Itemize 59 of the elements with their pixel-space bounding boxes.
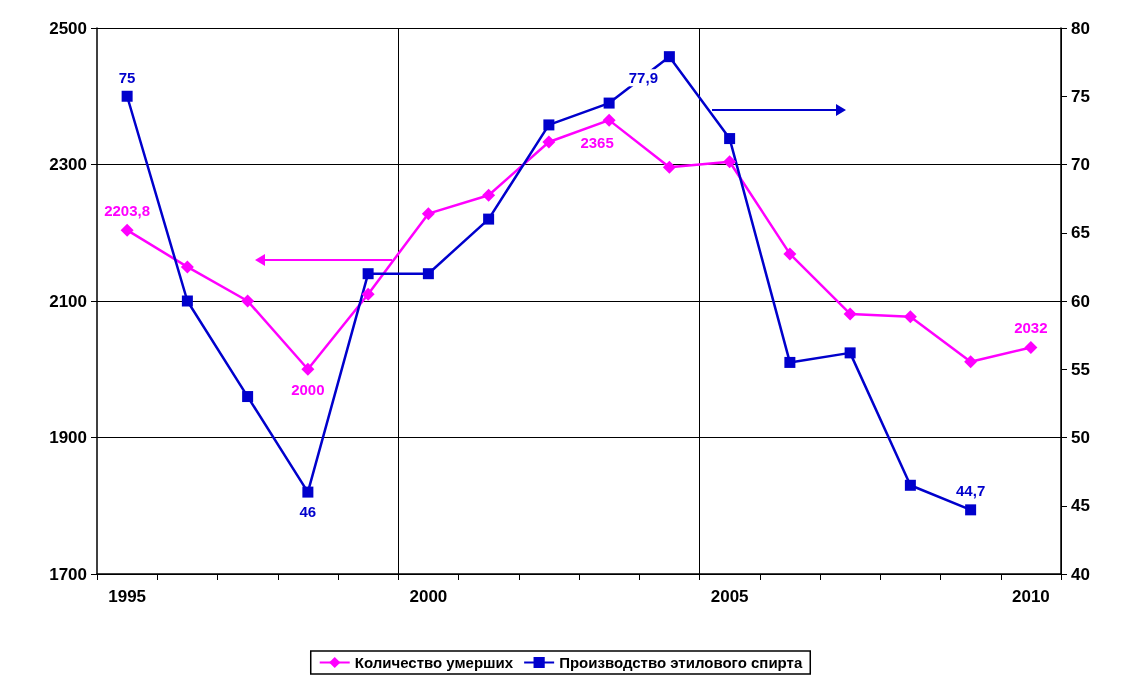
y-tick-label: 2300 [49, 155, 87, 174]
point [180, 260, 194, 274]
point [421, 207, 435, 221]
y2-tick-label: 80 [1071, 18, 1090, 38]
data-label: 2032 [1014, 318, 1048, 336]
y-tick-label: 1700 [49, 564, 87, 584]
data-label: 44,7 [956, 482, 986, 500]
point [242, 391, 254, 403]
point [724, 133, 736, 145]
data-label: 2203,8 [104, 201, 151, 219]
y2-tick-label: 45 [1071, 496, 1090, 516]
point [302, 486, 314, 498]
y2-tick-label: 70 [1071, 155, 1090, 174]
point [603, 97, 615, 109]
data-label: 75 [118, 68, 136, 86]
point [965, 504, 977, 516]
point [662, 160, 676, 174]
point [181, 295, 193, 307]
y-tick-label: 2100 [49, 291, 87, 311]
point [542, 135, 556, 149]
point [783, 247, 797, 261]
point [241, 294, 255, 308]
y2-tick-label: 60 [1071, 291, 1090, 311]
point [422, 268, 434, 280]
point [121, 90, 133, 102]
point [903, 310, 917, 324]
y2-tick-label: 40 [1071, 564, 1090, 584]
point [964, 355, 978, 369]
x-tick-label: 2000 [409, 587, 448, 606]
point [843, 307, 857, 321]
point [120, 223, 134, 237]
point [301, 362, 315, 376]
point [663, 51, 675, 63]
point [482, 188, 496, 202]
data-label: 2365 [580, 133, 614, 151]
x-tick-label: 2005 [710, 587, 749, 606]
y2-tick-label: 55 [1071, 359, 1090, 379]
point [362, 268, 374, 280]
point [844, 347, 856, 359]
point [483, 213, 495, 225]
legend-label: Производство этилового спирта [559, 654, 803, 671]
point [784, 356, 796, 368]
x-tick-label: 2010 [1011, 587, 1050, 606]
point [361, 287, 375, 301]
data-label: 2000 [291, 380, 325, 398]
point [904, 479, 916, 491]
y2-tick-label: 75 [1071, 86, 1090, 106]
point [602, 113, 616, 127]
data-label: 77,9 [628, 69, 658, 87]
point [1024, 340, 1038, 354]
point [543, 119, 555, 131]
y2-tick-label: 50 [1071, 428, 1090, 447]
y2-tick-label: 65 [1071, 223, 1090, 243]
y-tick-label: 2500 [49, 18, 87, 38]
legend-label: Количество умерших [354, 654, 514, 671]
x-tick-label: 1995 [108, 587, 147, 606]
data-label: 46 [299, 502, 317, 520]
point [723, 155, 737, 169]
y-tick-label: 1900 [49, 428, 87, 447]
